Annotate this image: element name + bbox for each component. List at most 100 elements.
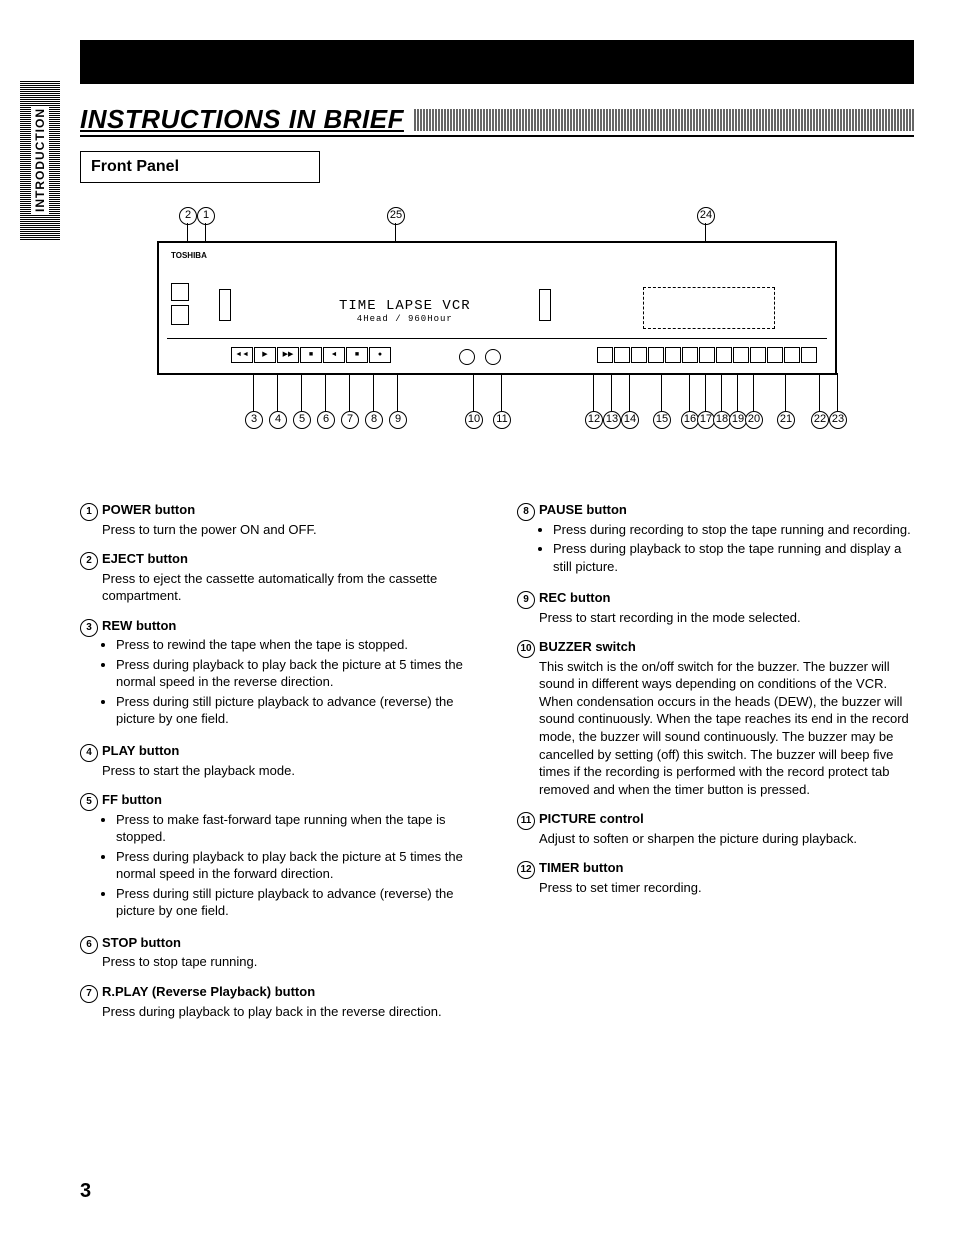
callout-leader bbox=[705, 223, 706, 243]
side-tab-label: INTRODUCTION bbox=[31, 106, 49, 214]
mode-button bbox=[648, 347, 664, 363]
callout-number: 23 bbox=[829, 411, 847, 429]
definition-item: 12TIMER buttonPress to set timer recordi… bbox=[517, 859, 914, 896]
callout-number: 6 bbox=[317, 411, 335, 429]
callout-leader bbox=[473, 373, 474, 411]
subheading-box: Front Panel bbox=[80, 151, 320, 183]
definition-body: FF buttonPress to make fast-forward tape… bbox=[102, 791, 477, 922]
callout-leader bbox=[301, 373, 302, 411]
mode-button bbox=[682, 347, 698, 363]
definitions-columns: 1POWER buttonPress to turn the power ON … bbox=[80, 501, 914, 1032]
callout-leader bbox=[837, 373, 838, 411]
definition-title: EJECT button bbox=[102, 550, 477, 568]
definition-number: 5 bbox=[80, 791, 102, 922]
callout-leader bbox=[721, 373, 722, 411]
definition-number: 10 bbox=[517, 638, 539, 798]
definition-body: STOP buttonPress to stop tape running. bbox=[102, 934, 477, 971]
definition-body: PAUSE button Press during recording to st… bbox=[539, 501, 914, 577]
definition-bullet: Press during still picture playback to a… bbox=[116, 885, 477, 920]
mode-button bbox=[665, 347, 681, 363]
callout-number: 21 bbox=[777, 411, 795, 429]
picture-knob-icon bbox=[485, 349, 501, 365]
callout-number: 22 bbox=[811, 411, 829, 429]
model-sub-text: 4Head / 960Hour bbox=[339, 314, 471, 324]
callout-number: 20 bbox=[745, 411, 763, 429]
definition-bullet: Press during playback to play back the p… bbox=[116, 656, 477, 691]
definition-number: 6 bbox=[80, 934, 102, 971]
heading-bar: INSTRUCTIONS IN BRIEF bbox=[80, 104, 914, 137]
callout-number: 3 bbox=[245, 411, 263, 429]
definition-item: 5FF buttonPress to make fast-forward tap… bbox=[80, 791, 477, 922]
mode-button-row bbox=[597, 347, 817, 363]
definition-title: PLAY button bbox=[102, 742, 477, 760]
callout-leader bbox=[689, 373, 690, 411]
mode-button bbox=[767, 347, 783, 363]
definition-title: PAUSE button bbox=[539, 501, 914, 519]
heading-stripe bbox=[414, 109, 914, 131]
callout-leader bbox=[325, 373, 326, 411]
definition-desc: This switch is the on/off switch for the… bbox=[539, 658, 914, 798]
callout-number: 10 bbox=[465, 411, 483, 429]
definition-item: 9REC buttonPress to start recording in t… bbox=[517, 589, 914, 626]
left-column: 1POWER buttonPress to turn the power ON … bbox=[80, 501, 477, 1032]
top-black-bar bbox=[80, 40, 914, 84]
definition-body: EJECT button Press to eject the cassette … bbox=[102, 550, 477, 605]
definition-number: 8 bbox=[517, 501, 539, 577]
vcr-brand: TOSHIBA bbox=[171, 251, 207, 260]
definition-bullet: Press during playback to play back the p… bbox=[116, 848, 477, 883]
manual-page: INTRODUCTION INSTRUCTIONS IN BRIEF Front… bbox=[0, 0, 954, 1233]
transport-button: ▶▶ bbox=[277, 347, 299, 363]
definition-item: 7R.PLAY (Reverse Playback) buttonPress d… bbox=[80, 983, 477, 1020]
definition-title: REW button bbox=[102, 617, 477, 635]
vcr-eject-icon bbox=[171, 283, 189, 301]
definition-item: 2EJECT button Press to eject the cassette… bbox=[80, 550, 477, 605]
definition-number: 3 bbox=[80, 617, 102, 730]
callout-leader bbox=[395, 223, 396, 243]
definition-bullets: Press during recording to stop the tape … bbox=[539, 521, 914, 576]
callout-leader bbox=[737, 373, 738, 411]
callout-leader bbox=[187, 223, 188, 243]
transport-button: ■ bbox=[346, 347, 368, 363]
callout-number: 12 bbox=[585, 411, 603, 429]
subheading: Front Panel bbox=[91, 158, 179, 175]
definition-number: 1 bbox=[80, 501, 102, 538]
vcr-body: TOSHIBA TIME LAPSE VCR 4Head / 960Hour ◄… bbox=[157, 241, 837, 375]
transport-button: ■ bbox=[300, 347, 322, 363]
page-number: 3 bbox=[80, 1180, 91, 1203]
callout-leader bbox=[501, 373, 502, 411]
definition-number: 7 bbox=[80, 983, 102, 1020]
callout-number: 1 bbox=[197, 207, 215, 225]
vcr-power-icon bbox=[171, 305, 189, 325]
side-tab: INTRODUCTION bbox=[20, 80, 60, 240]
definition-number: 2 bbox=[80, 550, 102, 605]
definition-item: 8PAUSE button Press during recording to s… bbox=[517, 501, 914, 577]
definition-desc: Press to set timer recording. bbox=[539, 879, 914, 897]
definition-desc: Press to start the playback mode. bbox=[102, 762, 477, 780]
definition-body: PICTURE controlAdjust to soften or sharp… bbox=[539, 810, 914, 847]
callout-number: 25 bbox=[387, 207, 405, 225]
transport-button: ◄◄ bbox=[231, 347, 253, 363]
callout-number: 9 bbox=[389, 411, 407, 429]
transport-button: ▶ bbox=[254, 347, 276, 363]
definition-title: REC button bbox=[539, 589, 914, 607]
definition-body: R.PLAY (Reverse Playback) buttonPress du… bbox=[102, 983, 477, 1020]
callout-number: 15 bbox=[653, 411, 671, 429]
definition-bullet: Press to rewind the tape when the tape i… bbox=[116, 636, 477, 654]
definition-desc: Press to eject the cassette automaticall… bbox=[102, 570, 477, 605]
callout-leader bbox=[611, 373, 612, 411]
definition-number: 4 bbox=[80, 742, 102, 779]
transport-button: ● bbox=[369, 347, 391, 363]
callout-leader bbox=[629, 373, 630, 411]
callout-number: 2 bbox=[179, 207, 197, 225]
callout-number: 4 bbox=[269, 411, 287, 429]
mode-button bbox=[699, 347, 715, 363]
callout-number: 5 bbox=[293, 411, 311, 429]
definition-title: TIMER button bbox=[539, 859, 914, 877]
definition-item: 10BUZZER switchThis switch is the on/off… bbox=[517, 638, 914, 798]
callout-number: 24 bbox=[697, 207, 715, 225]
definition-bullet: Press during recording to stop the tape … bbox=[553, 521, 914, 539]
definition-item: 4PLAY button Press to start the playback … bbox=[80, 742, 477, 779]
buzzer-knob-icon bbox=[459, 349, 475, 365]
vcr-model-label: TIME LAPSE VCR 4Head / 960Hour bbox=[339, 298, 471, 324]
definition-item: 3REW buttonPress to rewind the tape when… bbox=[80, 617, 477, 730]
